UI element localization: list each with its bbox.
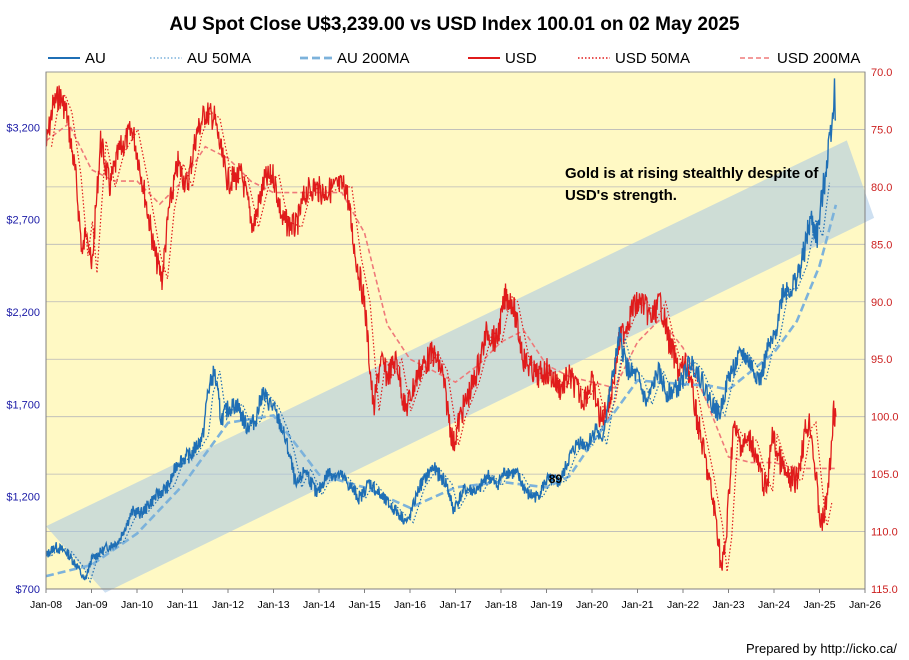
legend-label: AU 200MA — [337, 50, 410, 67]
x-tick-label: Jan-21 — [621, 599, 653, 611]
right-tick-label: 75.0 — [871, 124, 892, 136]
au-line — [45, 78, 837, 581]
x-tick-label: Jan-11 — [167, 599, 198, 611]
left-tick-label: $2,700 — [6, 215, 40, 227]
legend-label: USD 200MA — [777, 50, 860, 67]
x-tick-label: Jan-10 — [121, 599, 153, 611]
left-tick-label: $1,700 — [6, 399, 40, 411]
right-tick-label: 85.0 — [871, 239, 892, 251]
x-tick-label: Jan-16 — [394, 599, 426, 611]
right-tick-label: 95.0 — [871, 354, 892, 366]
x-tick-label: Jan-23 — [712, 599, 744, 611]
x-tick-label: Jan-25 — [803, 599, 835, 611]
left-tick-label: $1,200 — [6, 492, 40, 504]
usd-200ma-line — [45, 122, 836, 470]
right-tick-label: 90.0 — [871, 297, 892, 309]
left-tick-label: $700 — [16, 584, 40, 596]
x-tick-label: Jan-20 — [576, 599, 608, 611]
legend-label: USD — [505, 50, 537, 67]
annotation-text: Gold is at rising stealthly despite of — [565, 165, 819, 182]
x-tick-label: Jan-22 — [667, 599, 699, 611]
x-tick-label: Jan-19 — [530, 599, 562, 611]
right-tick-label: 100.0 — [871, 412, 899, 424]
point-label: 89 — [549, 472, 563, 486]
x-tick-label: Jan-26 — [849, 599, 881, 611]
legend-label: AU — [85, 50, 106, 67]
right-tick-label: 70.0 — [871, 67, 892, 79]
x-tick-label: Jan-12 — [212, 599, 244, 611]
right-tick-label: 105.0 — [871, 469, 899, 481]
au-50ma-line — [51, 182, 831, 584]
x-tick-label: Jan-18 — [485, 599, 517, 611]
x-tick-label: Jan-24 — [758, 599, 790, 611]
right-tick-label: 110.0 — [871, 527, 898, 539]
right-tick-label: 115.0 — [871, 584, 898, 596]
x-tick-label: Jan-15 — [348, 599, 380, 611]
x-tick-label: Jan-14 — [303, 599, 335, 611]
usd-50ma-line — [50, 93, 833, 572]
footer-credit: Prepared by http://icko.ca/ — [745, 641, 897, 656]
right-tick-label: 80.0 — [871, 182, 892, 194]
usd-line — [45, 85, 837, 571]
legend-label: AU 50MA — [187, 50, 251, 67]
legend-label: USD 50MA — [615, 50, 690, 67]
trend-band — [46, 140, 875, 593]
x-tick-label: Jan-17 — [439, 599, 471, 611]
x-tick-label: Jan-13 — [257, 599, 289, 611]
au-200ma-line — [45, 204, 838, 578]
left-tick-label: $3,200 — [6, 122, 40, 134]
x-tick-label: Jan-08 — [30, 599, 62, 611]
x-tick-label: Jan-09 — [75, 599, 107, 611]
annotation-text: USD's strength. — [565, 187, 677, 204]
left-tick-label: $2,200 — [6, 307, 40, 319]
chart-title: AU Spot Close U$3,239.00 vs USD Index 10… — [169, 14, 740, 35]
